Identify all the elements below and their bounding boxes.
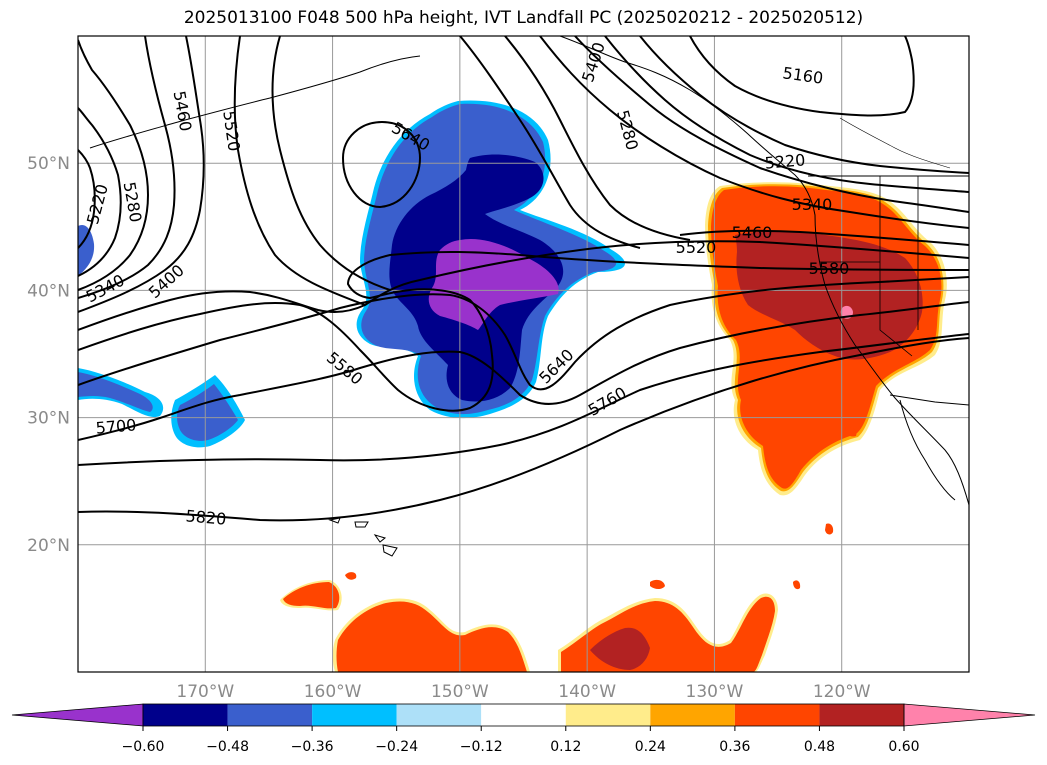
contour-5280-east — [604, 36, 969, 193]
contour-5580-ridge — [459, 36, 641, 249]
lon-label: 130°W — [686, 682, 744, 702]
contour-label: 5700 — [95, 415, 137, 437]
contour-5340-west — [78, 39, 150, 291]
contour-5400-west — [78, 36, 176, 299]
lat-label: 30°N — [27, 409, 70, 429]
hawaii-2 — [354, 521, 369, 528]
colorbar: −0.60 −0.48 −0.36 −0.24 −0.12 0.12 0.24 0.36 0.4… — [11, 703, 1036, 755]
ivt-shading — [78, 100, 947, 672]
canada-inland — [839, 117, 951, 169]
contour-5460-east — [679, 229, 969, 246]
colorbar-tick-label: 0.36 — [719, 739, 750, 755]
contour-5460-ridge — [271, 36, 391, 291]
colorbar-tick-label: −0.36 — [291, 739, 334, 755]
pos-shade-south-1b — [283, 582, 340, 609]
hawaii-3 — [373, 534, 387, 543]
lon-label: 120°W — [813, 682, 871, 702]
contour-label: 5460 — [732, 223, 773, 242]
colorbar-segment — [734, 704, 820, 726]
colorbar-segment — [143, 704, 228, 726]
contour-5820 — [78, 337, 969, 522]
colorbar-extend-high — [903, 703, 1036, 727]
hawaii-1 — [328, 517, 341, 524]
lon-label: 160°W — [304, 682, 362, 702]
neg-shade-darkest — [428, 238, 559, 330]
colorbar-tick-label: 0.12 — [550, 739, 581, 755]
pos-shade-south-6 — [793, 580, 801, 590]
contour-5280-west — [78, 107, 122, 277]
colorbar-tick-label: 0.24 — [635, 739, 666, 755]
baja — [899, 399, 956, 501]
contour-label: 5820 — [185, 506, 227, 528]
lon-label: 170°W — [176, 682, 234, 702]
contour-label-group: 5340 — [792, 195, 833, 214]
pos-shade-small-1 — [825, 523, 834, 535]
longitude-labels: 170°W 160°W 150°W 140°W 130°W 120°W — [176, 682, 870, 702]
gridlines — [78, 36, 969, 672]
colorbar-segment — [650, 704, 735, 726]
contour-label-group: 5520 — [676, 238, 717, 257]
pos-shade-south-4 — [650, 579, 665, 589]
contour-label: 5520 — [676, 238, 717, 257]
pos-shade-south-3c — [590, 627, 650, 670]
colorbar-segment — [396, 704, 482, 726]
contour-label: 5340 — [792, 195, 833, 214]
colorbar-tick-label: 0.48 — [804, 739, 835, 755]
border-us-mexico — [889, 394, 969, 406]
pos-shade-small-2 — [845, 427, 857, 437]
neg-shade-west-a — [78, 224, 95, 276]
lat-label: 40°N — [27, 281, 70, 301]
contour-label-group: 5460 — [732, 223, 773, 242]
coast-alaska-gulf — [559, 36, 969, 506]
colorbar-tick-label: −0.12 — [460, 739, 503, 755]
contour-5520 — [78, 240, 969, 331]
contour-5340-east — [574, 36, 969, 213]
colorbar-segment — [481, 704, 566, 726]
map-frame — [77, 35, 970, 673]
lat-label: 50°N — [27, 154, 70, 174]
lat-label: 20°N — [27, 536, 70, 556]
neg-shade-west-c — [78, 372, 153, 412]
coast-alaska-peninsula — [89, 55, 421, 149]
map-title: 2025013100 F048 500 hPa height, IVT Land… — [183, 8, 864, 28]
pos-shade-south-2b — [336, 601, 527, 672]
contour-5520-ridge — [233, 36, 366, 306]
colorbar-segment — [565, 704, 651, 726]
lon-label: 140°W — [558, 682, 616, 702]
height-contours — [78, 36, 969, 522]
contour-label-group: 5220 — [764, 150, 806, 172]
contour-5760 — [78, 333, 969, 466]
contour-label-group: 5580 — [809, 259, 850, 278]
hawaii-4 — [382, 544, 398, 557]
colorbar-extend-low — [11, 703, 144, 727]
contour-label-group: 5820 — [185, 506, 227, 528]
colorbar-tick-label: −0.24 — [375, 739, 418, 755]
colorbar-tick-label: 0.60 — [888, 739, 919, 755]
contour-5400-east — [539, 36, 969, 229]
contour-5640 — [78, 276, 969, 391]
pos-shade-south-5 — [345, 572, 357, 580]
contour-5460-west — [78, 36, 205, 313]
lon-label: 150°W — [431, 682, 489, 702]
contour-5220-west — [78, 149, 96, 249]
contour-5220-east — [639, 36, 969, 174]
colorbar-segment — [312, 704, 397, 726]
colorbar-segment — [227, 704, 313, 726]
contour-label: 5580 — [809, 259, 850, 278]
contour-5700 — [78, 301, 969, 441]
contour-label: 5220 — [764, 150, 806, 172]
colorbar-border — [142, 703, 905, 727]
latitude-labels: 50°N 40°N 30°N 20°N — [27, 154, 70, 556]
contour-5160 — [689, 36, 915, 117]
colorbar-tick-label: −0.48 — [206, 739, 249, 755]
colorbar-segment — [819, 704, 904, 726]
contour-5520-ridge-2 — [504, 36, 691, 241]
contour-label-group: 5700 — [95, 415, 137, 437]
contour-5640-closed-high — [341, 120, 422, 209]
colorbar-tick-label: −0.60 — [122, 739, 165, 755]
